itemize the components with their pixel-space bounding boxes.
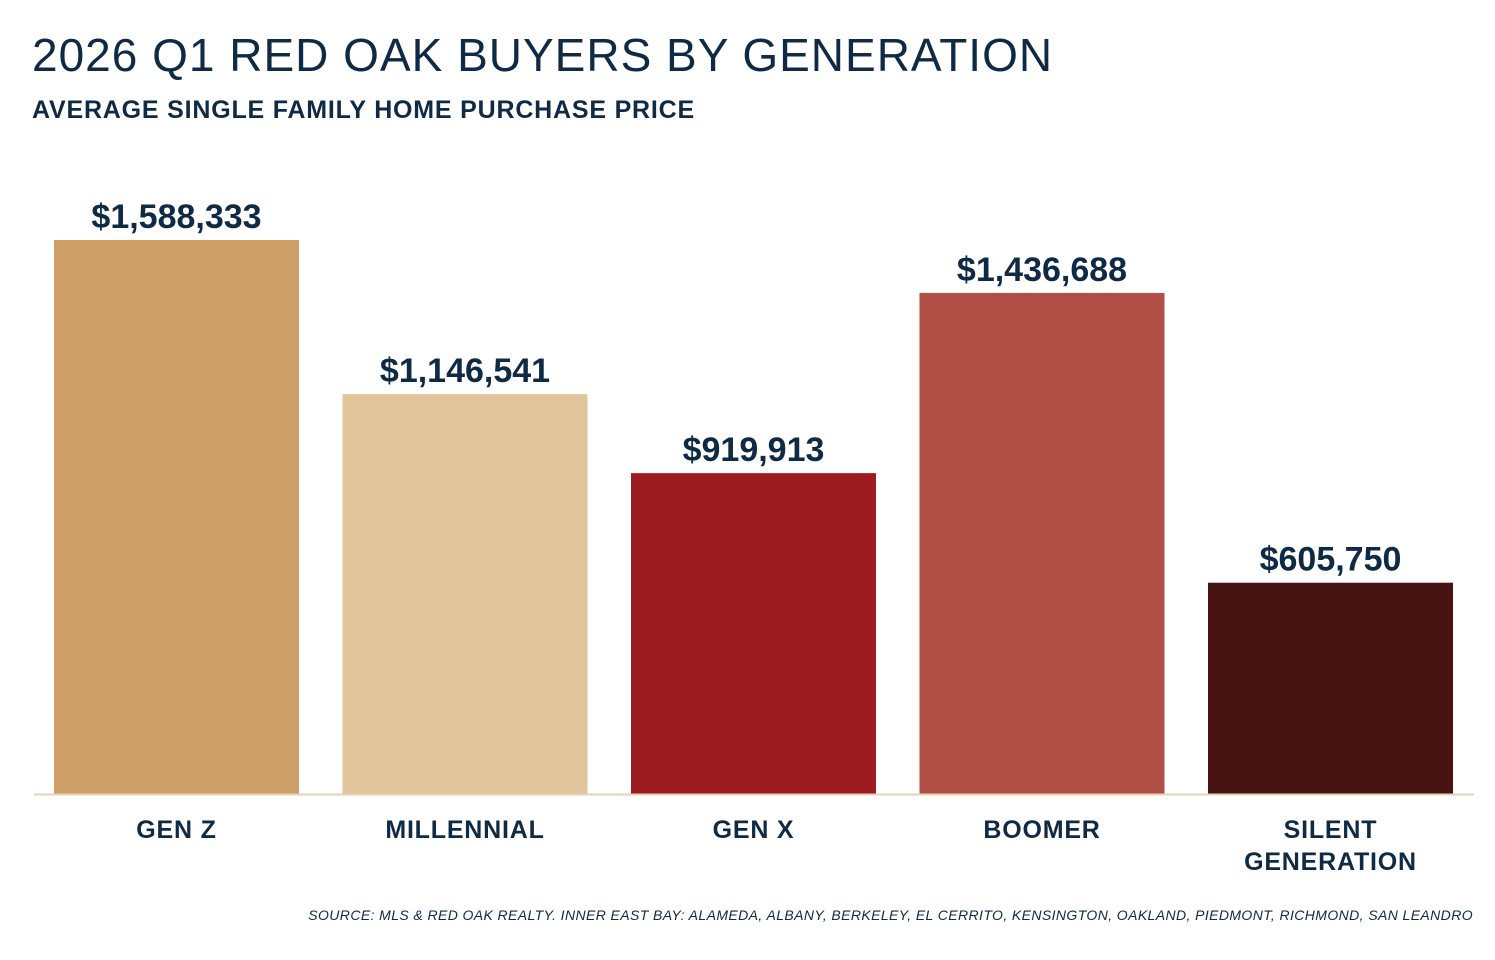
value-label: $1,588,333 — [91, 198, 261, 236]
category-label: GEN Z — [136, 816, 216, 844]
source-note: SOURCE: MLS & RED OAK REALTY. INNER EAST… — [308, 907, 1473, 923]
value-label: $1,436,688 — [957, 251, 1127, 289]
bar-gen-x — [631, 473, 876, 794]
category-label: GEN X — [713, 816, 795, 844]
value-label: $1,146,541 — [380, 352, 550, 390]
category-label: SILENT GENERATION — [1244, 816, 1417, 876]
bar-silent-generation — [1208, 582, 1453, 794]
bar-boomer — [919, 292, 1165, 794]
chart-subtitle: AVERAGE SINGLE FAMILY HOME PURCHASE PRIC… — [32, 96, 695, 124]
bar-millennial — [342, 394, 588, 794]
bar-gen-z — [54, 240, 299, 794]
category-label: BOOMER — [983, 816, 1100, 844]
chart-title: 2026 Q1 RED OAK BUYERS BY GENERATION — [32, 29, 1054, 81]
value-label: $605,750 — [1260, 541, 1402, 579]
category-label: MILLENNIAL — [385, 816, 544, 844]
value-label: $919,913 — [683, 431, 825, 469]
